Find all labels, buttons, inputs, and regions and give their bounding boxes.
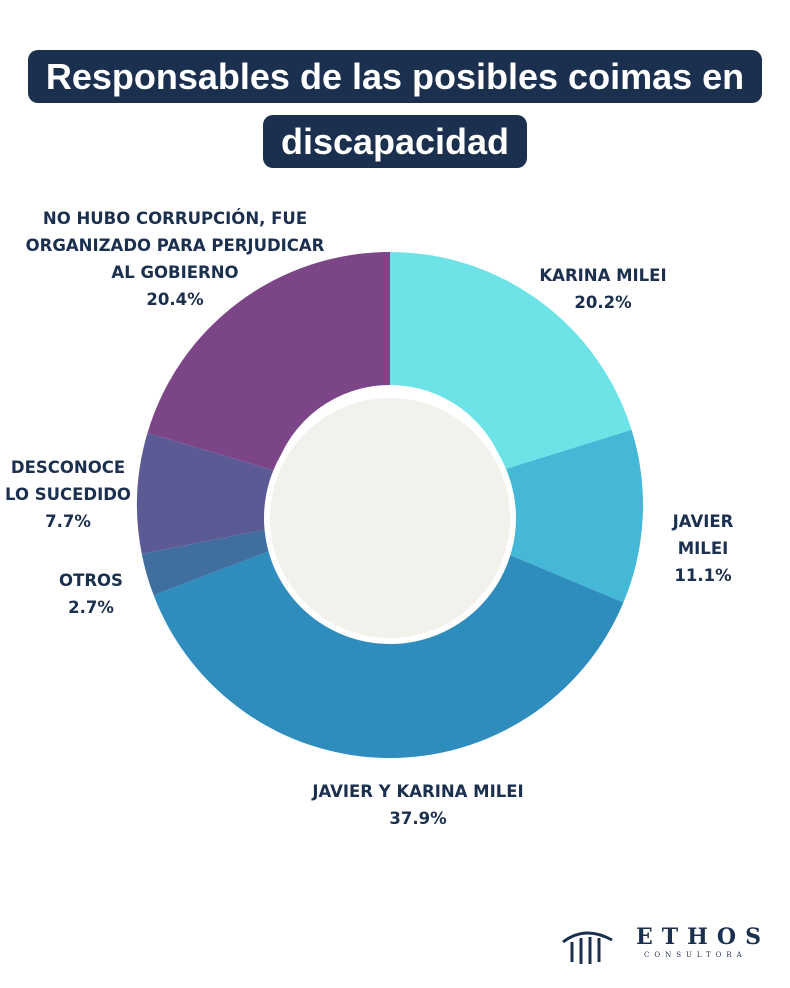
value-label: 20.4% [146,290,204,309]
value-label: 20.2% [574,293,632,312]
value-label: 7.7% [45,512,91,531]
logo-icon [562,931,613,964]
logo-name: ETHOS [636,924,770,950]
slice-label: OTROS 2.7% [59,567,123,621]
slice-label: NO HUBO CORRUPCIÓN, FUE ORGANIZADO PARA … [26,205,325,313]
donut-slice [137,432,275,554]
center-photo [270,398,510,638]
value-label: 37.9% [389,809,447,828]
donut [137,252,643,759]
category-label: JAVIER MILEI [672,512,734,558]
category-label: KARINA MILEI [539,266,667,285]
slice-label: KARINA MILEI 20.2% [539,262,666,316]
donut-slice [141,528,278,596]
slice-label: JAVIER MILEI 11.1% [660,508,747,589]
category-label: NO HUBO CORRUPCIÓN, FUE ORGANIZADO PARA … [25,209,325,282]
donut-slice [390,252,632,470]
category-label: DESCONOCE LO SUCEDIDO [5,458,131,504]
title-box: Responsables de las posibles coimas en d… [20,48,770,178]
donut-slice [147,252,390,471]
donut-slice [500,429,643,603]
slice-label: DESCONOCE LO SUCEDIDO 7.7% [5,454,131,535]
value-label: 2.7% [68,598,114,617]
category-label: JAVIER Y KARINA MILEI [312,782,524,801]
value-label: 11.1% [674,566,732,585]
donut-slice [153,547,624,759]
slice-label: JAVIER Y KARINA MILEI 37.9% [312,778,523,832]
category-label: OTROS [59,571,123,590]
logo-tagline: CONSULTORA [644,951,747,959]
